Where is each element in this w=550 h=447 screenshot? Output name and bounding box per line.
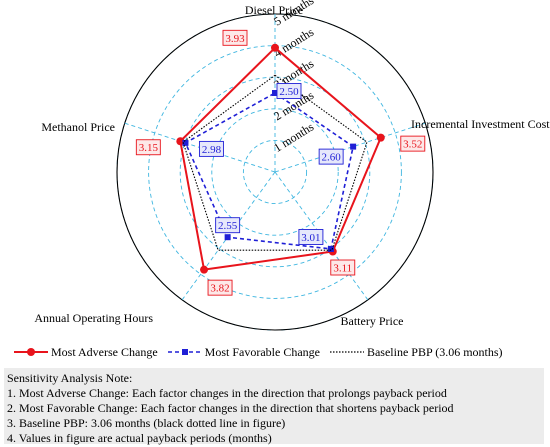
data-label: 3.82: [210, 283, 229, 295]
category-label: Incremental Investment Cost: [411, 117, 550, 131]
legend-marker-favorable: [167, 349, 202, 355]
ring-label: 4 months: [271, 25, 316, 61]
legend-label-favorable: Most Favorable Change: [204, 344, 320, 359]
legend-item-baseline: Baseline PBP (3.06 months): [329, 344, 503, 360]
data-point: [327, 245, 334, 252]
data-point: [272, 90, 278, 96]
data-label: 3.01: [301, 232, 320, 244]
legend-label-adverse: Most Adverse Change: [51, 344, 158, 359]
data-label-box: [400, 135, 426, 152]
data-label: 3.15: [139, 142, 159, 154]
legend-label-baseline: Baseline PBP (3.06 months): [366, 344, 503, 359]
data-point: [176, 137, 185, 146]
data-label-box: [318, 148, 344, 165]
legend-item-favorable: Most Favorable Change: [167, 344, 320, 360]
data-point: [271, 43, 279, 52]
data-label: 3.52: [403, 139, 422, 151]
legend-marker-adverse: [14, 348, 48, 356]
category-label: Methanol Price: [41, 120, 115, 134]
data-point: [376, 133, 385, 142]
data-label: 2.98: [202, 144, 222, 156]
grid-ring: [179, 76, 371, 268]
data-label-box: [222, 29, 248, 46]
data-label: 2.55: [218, 220, 238, 232]
note-title: Sensitivity Analysis Note:: [7, 371, 133, 385]
category-label: Battery Price: [341, 314, 404, 328]
legend-item-adverse: Most Adverse Change: [14, 345, 158, 360]
data-label-box: [276, 83, 302, 99]
data-label: 2.60: [322, 152, 342, 164]
sensitivity-note: Sensitivity Analysis Note: 1. Most Adver…: [4, 368, 544, 445]
data-label-box: [215, 217, 241, 234]
chart-legend: Most Adverse Change Most Favorable Chang…: [14, 342, 542, 362]
category-label: Annual Operating Hours: [34, 311, 153, 325]
ring-label: 1 months: [271, 119, 316, 155]
data-label-box: [198, 140, 224, 157]
series-line: [179, 46, 382, 271]
data-point: [350, 143, 357, 150]
data-label: 2.50: [279, 86, 299, 98]
data-point: [200, 265, 209, 274]
category-label: Diesel Price: [245, 3, 303, 17]
legend-marker-baseline: [329, 351, 364, 353]
note-line: 1. Most Adverse Change: Each factor chan…: [7, 386, 447, 400]
data-label-box: [298, 229, 324, 245]
data-label: 3.11: [333, 263, 352, 275]
data-label-box: [207, 279, 233, 296]
grid-spoke: [274, 122, 426, 173]
data-point: [182, 139, 189, 146]
data-label-box: [330, 259, 356, 276]
data-label: 3.93: [225, 33, 245, 45]
series-line: [184, 92, 355, 250]
note-line: 2. Most Favorable Change: Each factor ch…: [7, 401, 454, 415]
data-point: [224, 234, 231, 241]
data-label-box: [135, 139, 161, 156]
note-line: 3. Baseline PBP: 3.06 months (black dott…: [7, 416, 286, 430]
note-line: 4. Values in figure are actual payback p…: [7, 431, 272, 445]
